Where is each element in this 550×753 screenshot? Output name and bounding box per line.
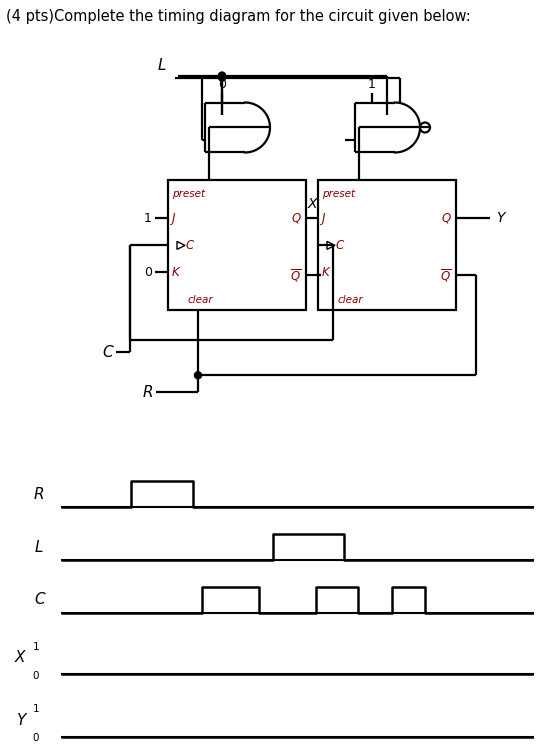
- Text: (4 pts)Complete the timing diagram for the circuit given below:: (4 pts)Complete the timing diagram for t…: [6, 9, 470, 24]
- Text: Q: Q: [292, 212, 301, 225]
- Text: 1: 1: [144, 212, 152, 225]
- Circle shape: [195, 372, 201, 379]
- Text: 1: 1: [32, 704, 39, 714]
- Bar: [318, 181, 456, 310]
- Text: X: X: [15, 651, 25, 666]
- Text: 1: 1: [368, 78, 376, 91]
- Text: Y: Y: [496, 212, 504, 225]
- Text: 0: 0: [32, 733, 39, 743]
- Text: Q: Q: [442, 212, 451, 225]
- Text: R: R: [142, 385, 153, 400]
- Text: R: R: [34, 487, 45, 501]
- Text: X: X: [307, 197, 317, 212]
- Text: C: C: [34, 593, 45, 607]
- Text: C: C: [103, 345, 113, 360]
- Text: 0: 0: [218, 78, 226, 91]
- Circle shape: [218, 72, 226, 79]
- Text: $\overline{Q}$: $\overline{Q}$: [290, 267, 301, 284]
- Text: K: K: [172, 266, 180, 279]
- Text: preset: preset: [172, 190, 205, 200]
- Bar: [168, 181, 306, 310]
- Text: J: J: [172, 212, 175, 225]
- Text: 0: 0: [144, 266, 152, 279]
- Text: 0: 0: [32, 671, 39, 681]
- Text: J: J: [322, 212, 326, 225]
- Text: clear: clear: [188, 295, 213, 305]
- Text: L: L: [35, 540, 43, 554]
- Text: C: C: [336, 239, 344, 252]
- Text: preset: preset: [322, 190, 355, 200]
- Text: C: C: [186, 239, 194, 252]
- Text: clear: clear: [338, 295, 364, 305]
- Circle shape: [218, 74, 226, 81]
- Text: Y: Y: [15, 713, 25, 728]
- Text: 1: 1: [32, 642, 39, 651]
- Text: K: K: [322, 266, 330, 279]
- Text: $\overline{Q}$: $\overline{Q}$: [440, 267, 451, 284]
- Text: L: L: [158, 58, 166, 73]
